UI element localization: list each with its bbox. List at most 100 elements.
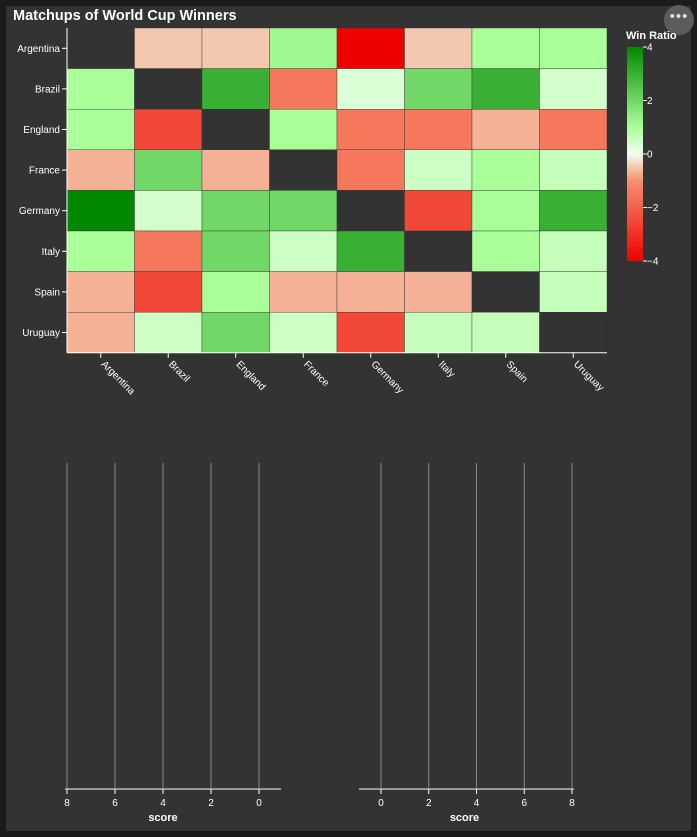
heatmap-cell (269, 230, 338, 272)
right-score-tick-label: 2 (426, 798, 432, 809)
actions-menu-button[interactable]: ••• (664, 5, 694, 35)
heatmap-cell (336, 230, 405, 272)
heatmap-column-label: Italy (436, 359, 457, 380)
left-score-axis-title: score (148, 812, 177, 824)
heatmap-cell (336, 27, 405, 69)
right-score-axis-title: score (450, 812, 479, 824)
right-score-tick-label: 0 (378, 798, 384, 809)
heatmap-cell (336, 190, 405, 232)
heatmap-column-label: Uruguay (571, 359, 606, 394)
heatmap-cell (539, 190, 608, 232)
heatmap-cell (404, 108, 473, 150)
heatmap-row-label: Italy (42, 247, 60, 258)
heatmap-cell (134, 108, 203, 150)
heatmap-cell (66, 190, 135, 232)
heatmap-cell (539, 312, 608, 354)
heatmap-cell (66, 149, 135, 191)
left-score-tick-label: 4 (160, 798, 166, 809)
heatmap-cell (66, 108, 135, 150)
heatmap-cell (134, 27, 203, 69)
heatmap-cell (539, 230, 608, 272)
heatmap-cell (404, 149, 473, 191)
heatmap-cell (66, 312, 135, 354)
heatmap-cell (471, 149, 540, 191)
heatmap-cell (201, 190, 270, 232)
heatmap-cell (269, 108, 338, 150)
heatmap-cell (66, 230, 135, 272)
heatmap-cell (66, 68, 135, 110)
legend-tick-label: 0 (647, 150, 653, 161)
heatmap-cell (134, 230, 203, 272)
heatmap-cell (336, 271, 405, 313)
left-score-tick-label: 8 (64, 798, 70, 809)
heatmap-cell (404, 190, 473, 232)
heatmap-column-label: Spain (504, 359, 530, 385)
heatmap-cell (201, 230, 270, 272)
left-score-tick-label: 2 (208, 798, 214, 809)
heatmap-cell (66, 271, 135, 313)
heatmap-cell (404, 27, 473, 69)
heatmap-cell (201, 27, 270, 69)
right-score-tick-label: 8 (569, 798, 575, 809)
heatmap-cell (134, 149, 203, 191)
heatmap-cell (539, 27, 608, 69)
legend-tick-label: −4 (647, 257, 659, 268)
heatmap-column-label: Germany (369, 359, 406, 396)
heatmap-cell (201, 149, 270, 191)
heatmap-cell (539, 271, 608, 313)
heatmap-cell (336, 108, 405, 150)
heatmap-cell (201, 108, 270, 150)
heatmap-cell (336, 68, 405, 110)
heatmap-cell (471, 27, 540, 69)
heatmap-cell (336, 149, 405, 191)
legend-tick-label: −2 (647, 203, 659, 214)
heatmap-cell (539, 68, 608, 110)
heatmap-cell (404, 230, 473, 272)
heatmap-cell (201, 271, 270, 313)
heatmap-cell (404, 68, 473, 110)
legend-tick-label: 2 (647, 96, 653, 107)
heatmap-cell (66, 27, 135, 69)
heatmap-cell (539, 149, 608, 191)
heatmap-row-label: Uruguay (22, 328, 60, 339)
heatmap-cell (269, 271, 338, 313)
heatmap-cell (269, 27, 338, 69)
heatmap-cell (539, 108, 608, 150)
heatmap-row-label: Argentina (17, 44, 60, 55)
heatmap-column-label: Brazil (166, 359, 191, 384)
left-score-tick-label: 6 (112, 798, 118, 809)
heatmap-row-label: France (29, 166, 61, 177)
heatmap-cell (269, 149, 338, 191)
legend-gradient-bar (627, 47, 643, 261)
chart-title: Matchups of World Cup Winners (13, 8, 237, 24)
left-score-tick-label: 0 (256, 798, 262, 809)
right-score-tick-label: 6 (521, 798, 527, 809)
heatmap-cell (269, 312, 338, 354)
legend-title: Win Ratio (626, 30, 677, 42)
heatmap-cell (201, 312, 270, 354)
heatmap-cell (471, 230, 540, 272)
more-dots-icon: ••• (669, 8, 689, 25)
right-score-tick-label: 4 (474, 798, 480, 809)
heatmap-cell (471, 312, 540, 354)
heatmap-cell (134, 312, 203, 354)
heatmap-cell (269, 68, 338, 110)
heatmap-row-label: Germany (19, 206, 60, 217)
heatmap-column-label: England (234, 359, 268, 393)
heatmap-row-label: Spain (34, 287, 60, 298)
heatmap-cell (471, 108, 540, 150)
heatmap-cell (471, 68, 540, 110)
heatmap-cell (134, 68, 203, 110)
heatmap-cell (134, 190, 203, 232)
heatmap-row-label: Brazil (35, 84, 60, 95)
heatmap-column-label: Argentina (99, 359, 137, 397)
legend-tick-label: 4 (647, 43, 653, 54)
heatmap-column-label: France (301, 359, 331, 389)
heatmap-cell (201, 68, 270, 110)
heatmap-row-label: England (23, 125, 60, 136)
heatmap-cell (134, 271, 203, 313)
heatmap-cell (404, 271, 473, 313)
heatmap-cell (471, 190, 540, 232)
